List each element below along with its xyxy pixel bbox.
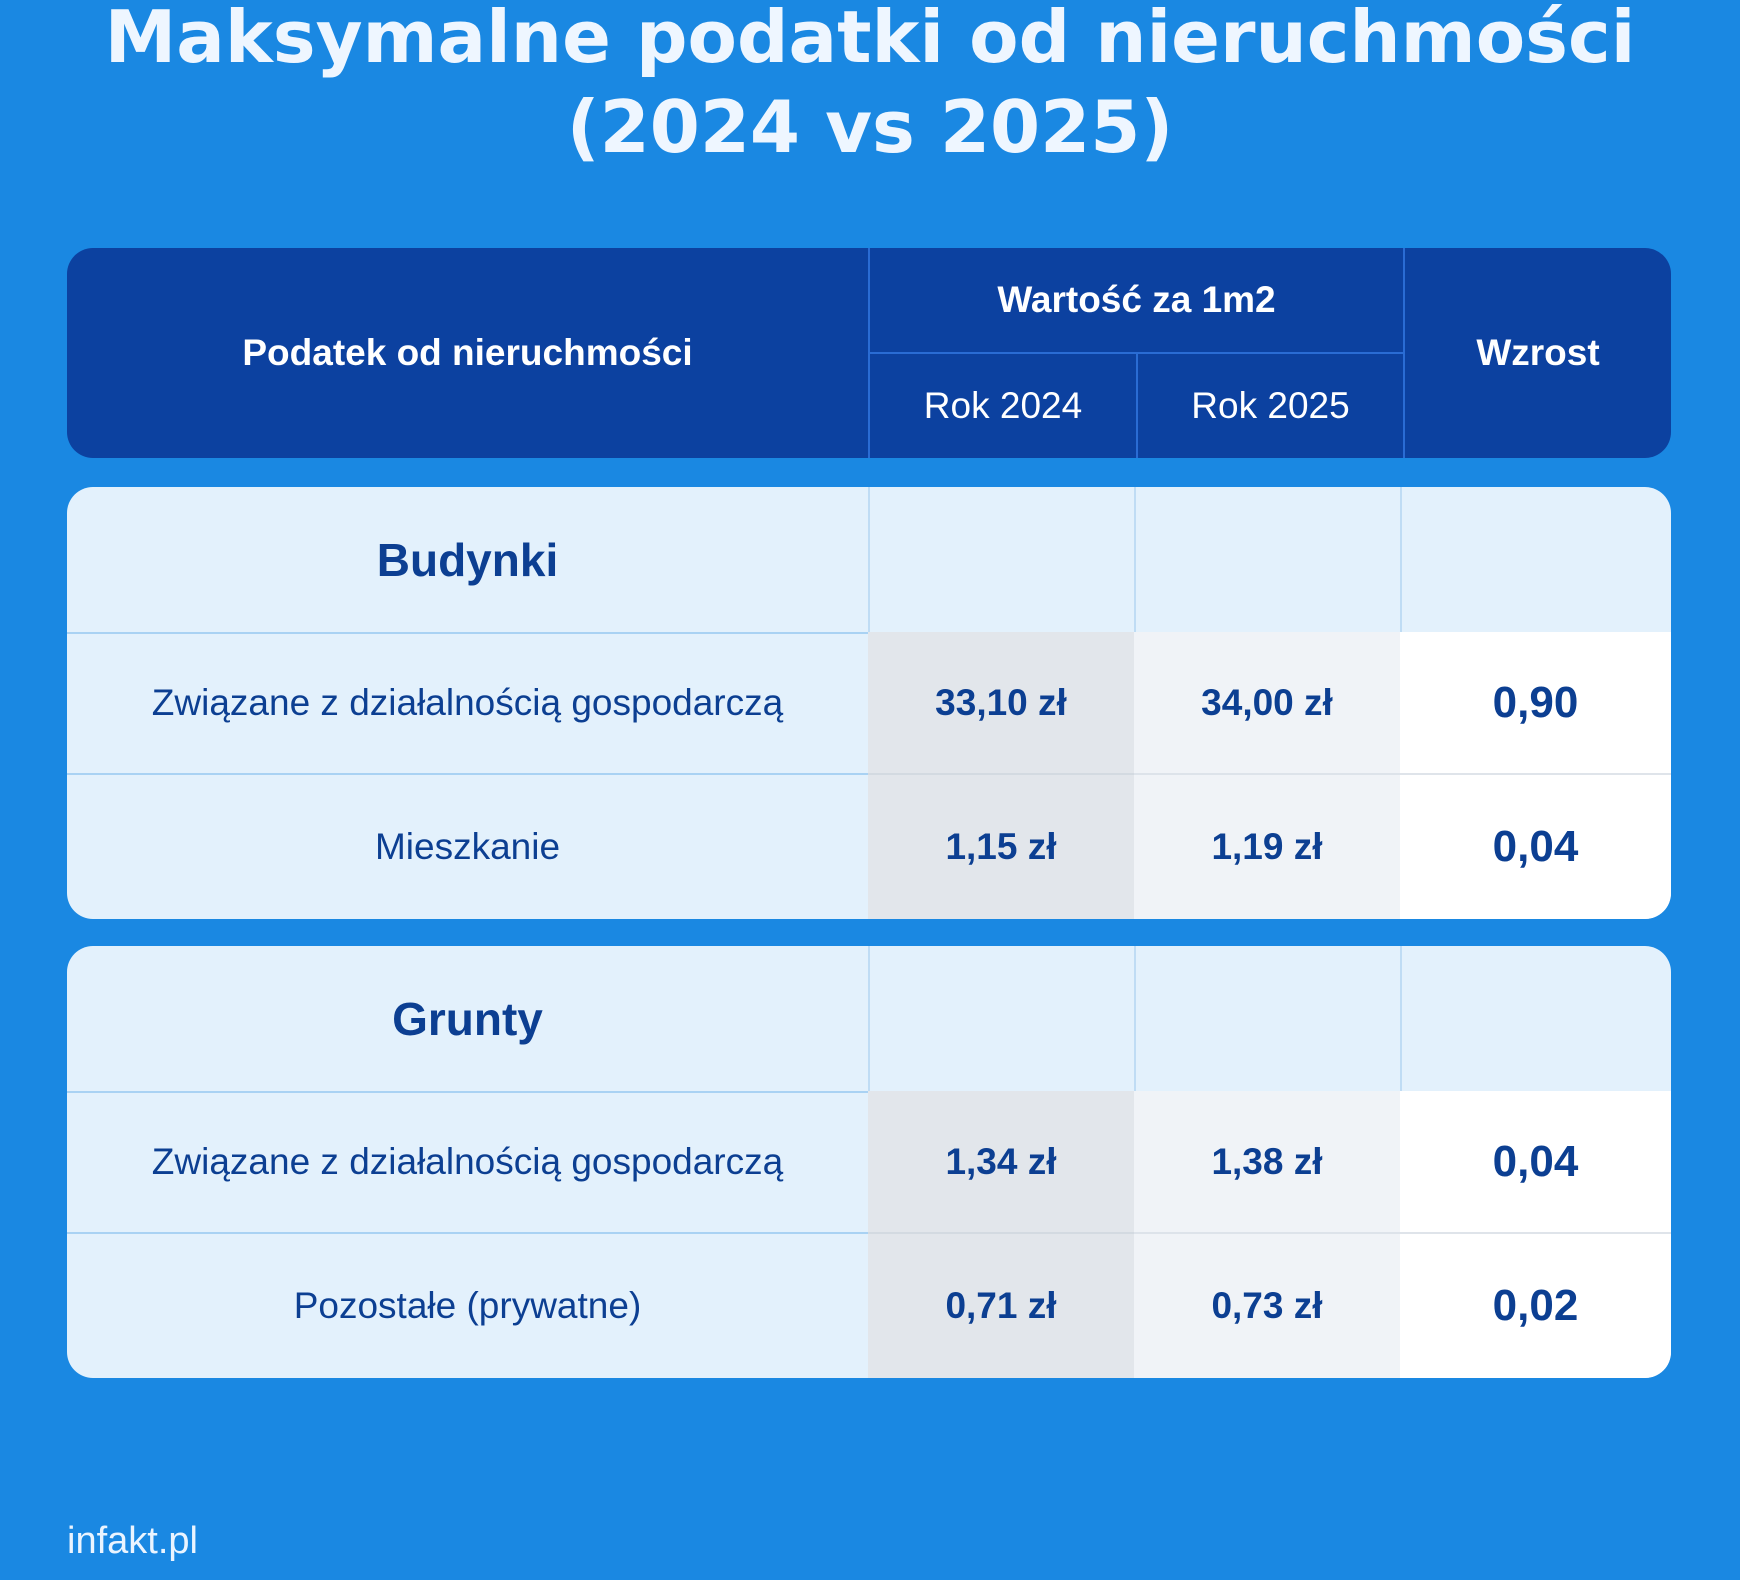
empty-cell: [868, 946, 1134, 1091]
value-2024: 1,34 zł: [868, 1091, 1134, 1234]
value-increase: 0,02: [1400, 1234, 1671, 1378]
value-increase: 0,04: [1400, 1091, 1671, 1234]
value-increase: 0,04: [1400, 775, 1671, 919]
empty-cell: [1400, 487, 1671, 632]
header-group: Wartość za 1m2: [868, 248, 1403, 354]
title-line-2: (2024 vs 2025): [566, 85, 1174, 169]
empty-cell: [868, 487, 1134, 632]
table-row: Związane z działalnością gospodarczą 33,…: [67, 632, 1671, 775]
value-2024: 0,71 zł: [868, 1234, 1134, 1378]
section-title: Grunty: [392, 992, 543, 1045]
title-line-1: Maksymalne podatki od nieruchmości: [104, 0, 1636, 79]
empty-cell: [1400, 946, 1671, 1091]
table-header: Podatek od nieruchmości Wartość za 1m2 R…: [67, 248, 1671, 458]
table-row: Związane z działalnością gospodarczą 1,3…: [67, 1091, 1671, 1234]
header-year-2025: Rok 2025: [1136, 354, 1403, 458]
brand-footer: infakt.pl: [67, 1520, 198, 1562]
section-grunty: Grunty Związane z działalnością gospodar…: [67, 946, 1671, 1378]
row-name: Związane z działalnością gospodarczą: [67, 632, 868, 775]
row-name: Pozostałe (prywatne): [293, 1285, 642, 1326]
row-name: Mieszkanie: [374, 826, 561, 867]
section-title: Budynki: [376, 533, 559, 586]
page-title: Maksymalne podatki od nieruchmości (2024…: [0, 0, 1740, 172]
value-2024: 1,15 zł: [868, 775, 1134, 919]
table-row: Pozostałe (prywatne) 0,71 zł 0,73 zł 0,0…: [67, 1234, 1671, 1378]
header-name: Podatek od nieruchmości: [242, 332, 693, 373]
value-2025: 1,38 zł: [1134, 1091, 1400, 1234]
empty-cell: [1134, 487, 1400, 632]
header-increase: Wzrost: [1403, 248, 1671, 458]
value-increase: 0,90: [1400, 632, 1671, 775]
row-name: Związane z działalnością gospodarczą: [67, 1091, 868, 1234]
section-heading-row: Grunty: [67, 946, 1671, 1093]
empty-cell: [1134, 946, 1400, 1091]
value-2024: 33,10 zł: [868, 632, 1134, 775]
value-2025: 0,73 zł: [1134, 1234, 1400, 1378]
value-2025: 1,19 zł: [1134, 775, 1400, 919]
table-row: Mieszkanie 1,15 zł 1,19 zł 0,04: [67, 775, 1671, 919]
header-year-2024: Rok 2024: [868, 354, 1136, 458]
section-heading-row: Budynki: [67, 487, 1671, 634]
value-2025: 34,00 zł: [1134, 632, 1400, 775]
section-budynki: Budynki Związane z działalnością gospoda…: [67, 487, 1671, 919]
